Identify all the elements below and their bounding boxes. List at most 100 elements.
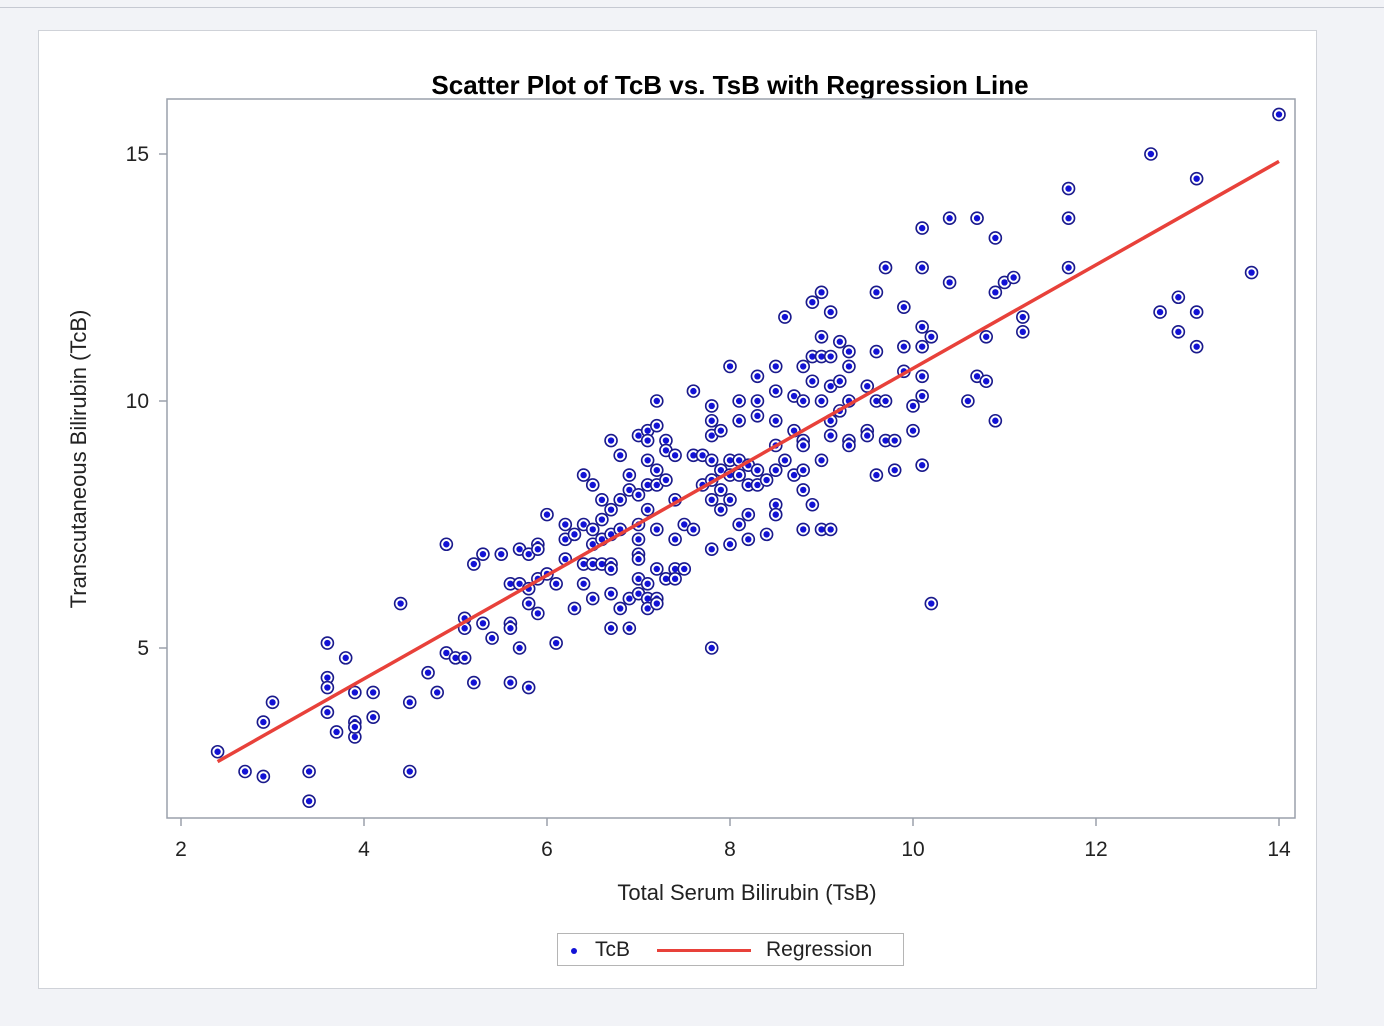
data-point [439, 537, 454, 552]
data-point [942, 211, 957, 226]
data-point [906, 423, 920, 438]
y-tick-label: 10 [126, 390, 149, 413]
data-point [768, 384, 783, 398]
data-point [521, 680, 536, 695]
data-point [604, 562, 618, 576]
data-point [503, 675, 518, 690]
legend-tcb-label: TcB [595, 938, 631, 961]
x-tick-label: 2 [175, 838, 187, 861]
data-point [549, 636, 563, 650]
data-point [585, 557, 600, 571]
data-point [878, 260, 893, 275]
x-axis-label: Total Serum Bilirubin (TsB) [617, 880, 876, 905]
data-point [823, 349, 838, 364]
data-point [476, 547, 490, 561]
data-point [649, 562, 664, 576]
data-point [814, 349, 829, 364]
data-point [659, 572, 673, 586]
data-point [1144, 147, 1158, 161]
data-point [640, 453, 655, 468]
data-point [704, 542, 719, 557]
data-point [421, 665, 435, 680]
data-point [823, 522, 838, 537]
data-point [778, 453, 792, 468]
top-border [0, 0, 1384, 8]
data-point [430, 685, 445, 700]
data-point [805, 295, 820, 310]
legend-tcb-marker [571, 948, 577, 954]
data-point [659, 473, 673, 487]
data-point [265, 695, 280, 710]
data-point [714, 423, 728, 438]
x-tick-label: 14 [1267, 838, 1291, 861]
y-tick-label: 15 [126, 143, 149, 166]
data-point [457, 651, 472, 665]
data-point [604, 502, 618, 517]
data-point [842, 359, 856, 374]
data-point [842, 344, 856, 359]
chart-title: Scatter Plot of TcB vs. TsB with Regress… [431, 70, 1029, 100]
data-point [741, 507, 756, 522]
data-point [466, 675, 481, 690]
data-point [604, 433, 618, 448]
data-point [585, 478, 600, 492]
data-point [924, 596, 939, 611]
data-point [1189, 171, 1204, 186]
data-point [531, 606, 545, 621]
data-point [796, 463, 811, 477]
x-tick-label: 4 [358, 838, 370, 861]
data-point [649, 418, 664, 433]
data-point [979, 374, 994, 389]
data-point [704, 399, 719, 413]
data-point [915, 221, 929, 235]
data-point [567, 527, 582, 542]
data-point [842, 438, 856, 453]
data-point [540, 507, 554, 522]
data-point [961, 394, 975, 408]
data-point [805, 497, 820, 512]
data-point [915, 458, 929, 473]
data-point [723, 537, 737, 552]
data-point [668, 562, 682, 576]
data-point [714, 502, 728, 517]
data-point [649, 463, 664, 477]
y-axis-label: Transcutaneous Bilirubin (TcB) [66, 310, 91, 609]
legend-regression-label: Regression [766, 938, 873, 961]
data-point [796, 483, 811, 497]
data-point [476, 616, 490, 631]
data-point [256, 769, 271, 784]
data-point [329, 725, 344, 739]
data-point [750, 394, 765, 408]
data-point [238, 764, 252, 779]
data-point [595, 492, 609, 507]
data-point [649, 394, 664, 408]
data-point [915, 389, 929, 403]
data-point [814, 329, 829, 344]
data-point [668, 572, 682, 586]
y-tick-label: 5 [137, 637, 149, 660]
data-point [320, 670, 335, 685]
data-point [1189, 339, 1204, 354]
data-point [677, 562, 692, 576]
data-point [1015, 310, 1030, 324]
data-point [714, 483, 728, 497]
chart-frame [38, 30, 1317, 989]
x-tick-label: 8 [724, 838, 736, 861]
data-point [622, 468, 637, 482]
data-point [942, 275, 957, 290]
data-point [595, 512, 609, 527]
data-point [860, 428, 875, 443]
data-point [750, 409, 765, 423]
data-point [723, 492, 737, 507]
legend: TcB Regression [557, 933, 904, 966]
data-point [915, 320, 929, 334]
data-point [604, 621, 618, 636]
data-point [1061, 260, 1076, 275]
data-point [1171, 325, 1186, 339]
data-point [915, 369, 929, 384]
data-point [503, 621, 518, 636]
data-point [558, 517, 573, 532]
data-point [649, 596, 664, 611]
data-point [979, 329, 994, 344]
